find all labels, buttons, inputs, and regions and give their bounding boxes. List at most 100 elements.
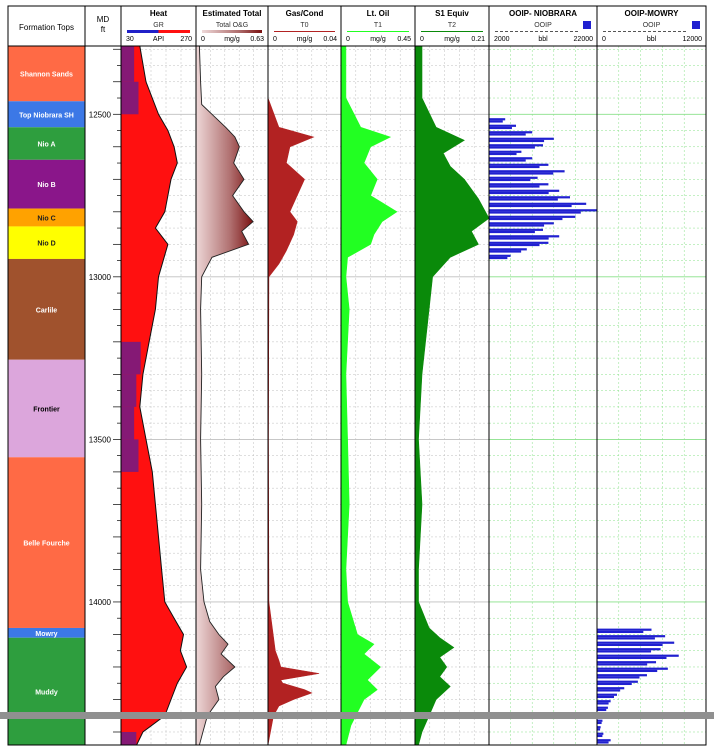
ooip-bar — [597, 719, 603, 722]
ooip-bar — [489, 230, 535, 234]
scale-max: 270 — [180, 36, 192, 43]
gr-low-shade — [121, 406, 135, 440]
ooip-bar — [489, 204, 572, 208]
ooip-bar — [597, 739, 611, 742]
gr-low-shade — [121, 439, 139, 472]
ooip-bar — [597, 648, 661, 651]
track-title: Lt. Oil — [367, 9, 390, 18]
ooip-bar — [489, 243, 540, 247]
scale-min: 0 — [420, 36, 424, 43]
ooip-bar — [597, 676, 640, 679]
ooip-bar — [597, 643, 663, 647]
formation-label: Top Niobrara SH — [19, 112, 74, 119]
ooip-bar — [597, 695, 614, 699]
curve-name: GR — [153, 22, 164, 29]
ooip-bar — [597, 726, 601, 729]
ooip-bar — [597, 721, 602, 725]
ooip-bar — [489, 178, 531, 182]
formation-band — [8, 359, 85, 458]
scale-min: 30 — [126, 36, 134, 43]
ooip-bar — [489, 146, 535, 149]
formation-band — [8, 46, 85, 102]
scale-min: 2000 — [494, 36, 510, 43]
scale-unit: mg/g — [224, 36, 240, 43]
curve-name: OOIP — [534, 22, 552, 29]
ooip-bar — [489, 235, 560, 238]
ooip-bar — [597, 706, 608, 709]
ooip-bar — [597, 661, 657, 664]
ooip-bar — [489, 137, 554, 140]
formation-label: Nio A — [37, 142, 55, 149]
gr-low-shade — [121, 46, 135, 82]
ooip-bar — [597, 734, 603, 738]
track-title: OOIP-MOWRY — [625, 9, 680, 18]
scale-max: 0.63 — [250, 36, 264, 43]
ooip-bar — [489, 248, 527, 251]
track-header-s1 — [414, 5, 490, 47]
gr-low-shade — [121, 81, 139, 115]
formation-label: Mowry — [35, 631, 57, 638]
formation-label: Carlile — [36, 307, 58, 314]
ooip-bar — [489, 120, 503, 123]
formation-band — [8, 127, 85, 160]
ooip-bar — [489, 217, 563, 221]
ooip-bar — [489, 172, 554, 175]
ooip-legend-swatch — [692, 21, 700, 29]
scale-unit: mg/g — [370, 36, 386, 43]
ooip-bar — [597, 669, 658, 673]
ooip-bar — [489, 256, 508, 260]
ooip-bar — [489, 126, 512, 130]
track-title: S1 Equiv — [435, 9, 469, 18]
ooip-bar — [489, 144, 543, 147]
formation-label: Shannon Sands — [20, 72, 73, 79]
ooip-bar — [489, 215, 576, 218]
formation-band — [8, 208, 85, 227]
total-og-fill — [196, 46, 254, 745]
scale-unit: mg/g — [297, 36, 313, 43]
ooip-bar — [489, 191, 549, 195]
depth-label: 12500 — [89, 110, 112, 119]
scale-min: 0 — [201, 36, 205, 43]
curve-name: T1 — [374, 22, 382, 29]
ooip-bar — [597, 708, 607, 712]
ooip-bar — [597, 637, 655, 640]
gr-curve — [136, 45, 188, 746]
ooip-bar — [489, 118, 506, 121]
scale-max: 0.45 — [397, 36, 411, 43]
t1-fill — [340, 45, 398, 746]
ooip-bar — [597, 650, 652, 653]
track-header-formations — [7, 5, 86, 47]
ooip-bar — [489, 131, 533, 134]
ooip-bar — [489, 183, 549, 186]
ooip-bar — [489, 224, 545, 227]
curve-name: Total O&G — [216, 22, 248, 29]
scroll-divider-band — [0, 712, 714, 719]
gr-legend-low — [127, 30, 159, 33]
ooip-bar — [489, 150, 522, 153]
gr-low-shade — [121, 731, 137, 745]
formation-band — [8, 627, 85, 638]
curve-name: T0 — [300, 22, 308, 29]
scale-unit: bbl — [647, 36, 657, 43]
ooip-bar — [489, 250, 522, 253]
ooip-bar — [597, 682, 632, 686]
track-header-heat — [120, 5, 197, 47]
ooip-bar — [489, 222, 554, 225]
ooip-bar — [489, 228, 543, 231]
curve-name: T2 — [448, 22, 456, 29]
ooip-bar — [597, 641, 675, 644]
ooip-bar — [489, 196, 570, 199]
track-header-est — [195, 5, 269, 47]
track-frames — [7, 45, 707, 746]
ooip-bar — [597, 656, 667, 660]
ooip-bar — [597, 667, 668, 670]
ooip-bar — [597, 630, 644, 634]
ooip-bar — [597, 689, 621, 692]
ooip-bar — [489, 139, 545, 143]
ooip-bar — [489, 211, 581, 214]
curve-name: OOIP — [643, 22, 661, 29]
formation-label: Nio D — [37, 241, 55, 248]
ooip-bar — [597, 663, 648, 666]
